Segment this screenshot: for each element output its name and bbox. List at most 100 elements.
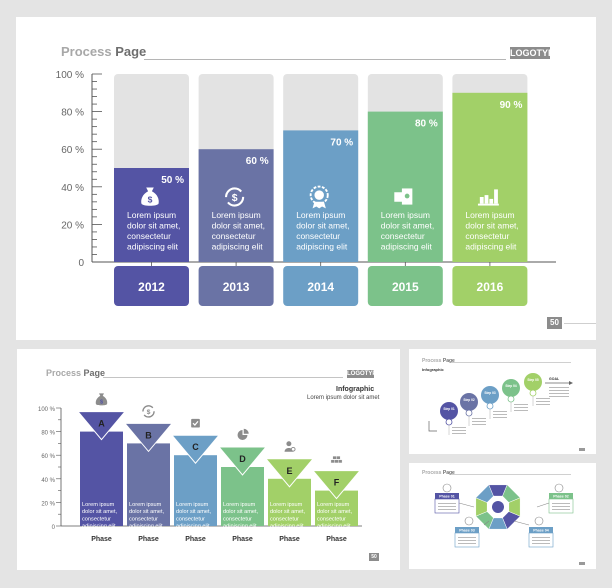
phase-letter: A (98, 419, 105, 429)
thumbnail-slide-phases[interactable]: Process Page LOGOTYPE Infographic Lorem … (17, 349, 400, 570)
slide2-title-rule (103, 377, 343, 378)
year-box-2013 (198, 266, 274, 306)
step-label: Step 02 (463, 398, 475, 402)
bar-body-text: Lorem ipsum (212, 210, 261, 220)
thumbnail-slide-steps[interactable]: Process Page Infographic Step 01 Step 02 S… (409, 349, 596, 454)
bar-body-text: adipiscing elit (212, 242, 264, 252)
step-text-line (493, 417, 507, 418)
year-label: 2014 (307, 280, 334, 294)
phase-label: Phase (279, 536, 300, 543)
bar-chart-icon (477, 189, 499, 206)
y-tick-label: 0 (52, 525, 56, 531)
gold-bars-icon (330, 455, 343, 464)
step-text-line (536, 398, 550, 399)
phase-text-line (532, 537, 550, 538)
slide4-octagon-diagram: Phase 01 Phase 02 Phase 03 Phase 04 (434, 483, 585, 565)
bar-body-text: adipiscing elit (465, 242, 517, 252)
phase-text-line (438, 506, 456, 507)
phase-text-line (458, 543, 476, 544)
main-slide-title: Process Page (61, 44, 147, 59)
phase-body-text: Lorem ipsum (176, 502, 209, 508)
phase-label: Phase (185, 536, 206, 543)
goal-label: GOAL (549, 377, 560, 381)
phase-icon-circle (464, 516, 474, 526)
year-label: 2012 (138, 280, 165, 294)
thumbnail-slide-octagon[interactable]: Process Page Phase 01 Phase 02 Phase 03 Pha… (409, 463, 596, 569)
slide3-page-number (579, 448, 585, 451)
slide2-title: Process Page (46, 368, 106, 378)
phase-title: Phase 04 (533, 529, 549, 533)
slide2-logotype: LOGOTYPE (347, 370, 381, 378)
logotype-badge: LOGOTYPE (510, 47, 561, 59)
octagon-connectors (458, 502, 550, 526)
phase-body-text: dolor sit amet, (82, 509, 118, 515)
phase-text-line (458, 537, 476, 538)
phase-label: Phase (232, 536, 253, 543)
bar-body-text: consectetur (127, 231, 171, 241)
phase-text-line (552, 509, 570, 510)
step-text-line (452, 433, 466, 434)
bar-2015 (367, 111, 443, 262)
step-dot (507, 395, 515, 403)
phase-header (455, 527, 479, 533)
year-label: 2016 (477, 280, 504, 294)
phase-body-text: adipiscing elit (317, 524, 351, 530)
step-circle (460, 393, 478, 411)
bar-body-text: adipiscing elit (127, 242, 179, 252)
step-text-line (536, 401, 550, 402)
phase-label: Phase (326, 536, 347, 543)
phase-body-text: adipiscing elit (223, 524, 257, 530)
bar-value-label: 60 % (246, 156, 269, 167)
bar-2016 (452, 92, 528, 262)
main-slide: Process Page LOGOTYPE 100 % 80 % 60 % 40 % 2… (16, 17, 596, 340)
phase-body-text: dolor sit amet, (223, 509, 259, 515)
year-box-2012 (114, 266, 189, 306)
page-number: 50 (547, 317, 562, 329)
step-circle (481, 386, 499, 404)
phase-icon-circle (534, 516, 544, 526)
steps-path (428, 382, 569, 432)
phase-text-line (438, 503, 456, 504)
phase-letter: E (286, 466, 292, 476)
step-text-line (536, 404, 550, 405)
step-circle (524, 373, 542, 391)
step-label: Step 01 (443, 407, 455, 411)
slide3-heading: Infographic (422, 367, 444, 372)
bar-value-label: 90 % (500, 100, 523, 111)
y-tick-label: 40 % (61, 183, 84, 194)
y-tick-label: 100 % (38, 407, 56, 413)
phase-bar (174, 455, 217, 526)
phase-icon-circle (442, 483, 452, 493)
bar-body-text: dolor sit amet, (127, 221, 180, 231)
phase-body-text: consectetur (82, 516, 111, 522)
phase-body-text: dolor sit amet, (270, 509, 306, 515)
phase-letter: B (145, 430, 152, 440)
bar-body-text: adipiscing elit (296, 242, 348, 252)
year-box-2015 (367, 266, 443, 306)
phase-triangle (76, 411, 127, 441)
phase-bar (221, 467, 264, 526)
y-tick-label: 0 (78, 258, 84, 269)
slide4-title-rule (451, 474, 571, 475)
phase-body-text: consectetur (223, 516, 252, 522)
phase-body-text: adipiscing elit (129, 524, 163, 530)
bar-body-text: consectetur (465, 231, 509, 241)
phase-header (549, 493, 573, 499)
step-label: Step 05 (527, 378, 539, 382)
octagon-core (492, 501, 504, 513)
phase-letter: D (239, 454, 246, 464)
bar-body-text: dolor sit amet, (296, 221, 349, 231)
step-dot (465, 409, 473, 417)
phase-bar (127, 443, 170, 526)
phase-body-text: dolor sit amet, (129, 509, 165, 515)
year-label: 2015 (392, 280, 419, 294)
y-tick-label: 80 % (61, 108, 84, 119)
bar-value-label: 70 % (330, 137, 353, 148)
phase-triangle (170, 434, 221, 464)
pie-chart-icon (237, 428, 249, 440)
slide2-page-number: 50 (369, 553, 379, 561)
phase-body-text: adipiscing elit (270, 524, 304, 530)
phase-text-line (532, 543, 550, 544)
phase-body-text: Lorem ipsum (82, 502, 115, 508)
year-box-2014 (283, 266, 359, 306)
